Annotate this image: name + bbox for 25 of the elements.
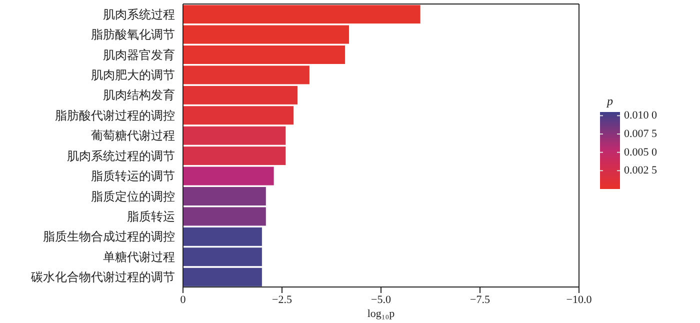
- color-bar-label: 0.007 5: [624, 128, 658, 140]
- y-tick-label: 肌肉结构发育: [103, 88, 175, 102]
- y-tick-label: 碳水化合物代谢过程的调节: [30, 270, 175, 284]
- y-tick-label: 脂质转运的调节: [91, 169, 175, 184]
- y-tick-label: 脂质生物合成过程的调控: [43, 230, 175, 244]
- y-tick-label: 肌肉系统过程: [103, 7, 175, 22]
- y-tick-label: 脂质转运: [127, 210, 175, 224]
- x-tick-label: −2.5: [272, 294, 292, 306]
- color-bar-label: 0.005 0: [624, 146, 658, 158]
- x-axis-title: log₁₀p: [367, 308, 396, 320]
- y-tick-label: 脂肪酸代谢过程的调控: [55, 108, 175, 122]
- x-tick-label: −7.5: [470, 294, 490, 306]
- y-tick-label: 肌肉器官发育: [103, 48, 175, 62]
- y-tick-label: 脂质定位的调控: [91, 189, 175, 204]
- x-tick-label: −5.0: [371, 294, 392, 306]
- x-tick-label: −10.0: [566, 294, 592, 306]
- y-tick-label: 单糖代谢过程: [103, 250, 175, 264]
- color-bar-title: p: [606, 94, 613, 108]
- color-bar-label: 0.010 0: [624, 110, 658, 122]
- y-tick-label: 肌肉肥大的调节: [91, 68, 175, 82]
- y-tick-label: 脂肪酸氧化调节: [91, 28, 175, 42]
- color-bar-label: 0.002 5: [624, 164, 658, 177]
- y-tick-label: 肌肉系统过程的调节: [67, 148, 175, 163]
- y-tick-label: 葡萄糖代谢过程: [91, 128, 175, 143]
- x-tick-label: 0: [180, 294, 186, 306]
